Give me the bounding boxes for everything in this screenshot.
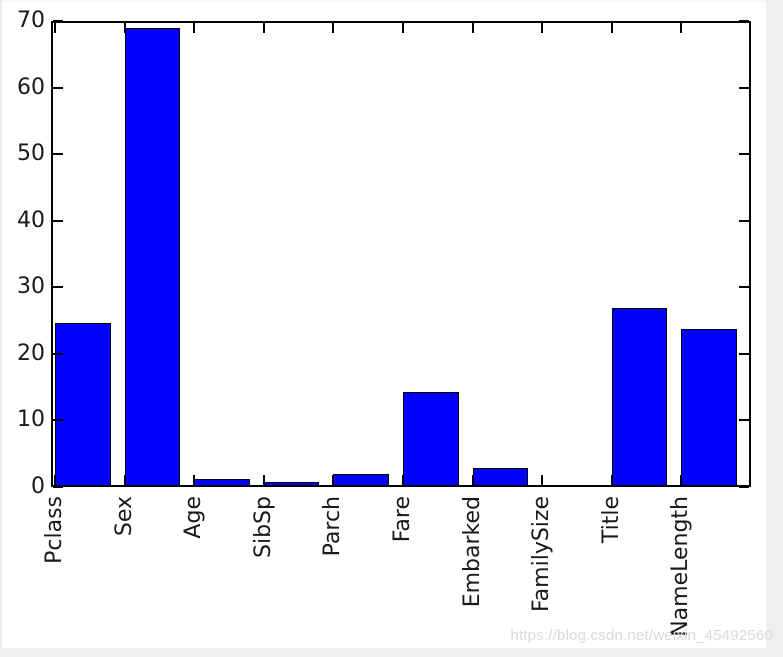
- y-tick-left: [53, 153, 63, 156]
- x-tick-label: FamilySize: [529, 496, 555, 612]
- bar-title: [611, 307, 668, 487]
- x-tick-bottom: [123, 475, 126, 485]
- x-tick-label: Title: [598, 496, 624, 544]
- y-tick-left: [53, 419, 63, 422]
- x-tick-bottom: [680, 475, 683, 485]
- y-tick-right: [739, 219, 749, 222]
- x-tick-top: [332, 23, 335, 33]
- y-tick-label: 10: [17, 407, 45, 433]
- y-tick-label: 40: [17, 207, 45, 233]
- x-tick-top: [610, 23, 613, 33]
- y-tick-left: [53, 486, 63, 488]
- bar-namelength: [681, 329, 738, 487]
- x-tick-label: SibSp: [250, 496, 276, 558]
- y-tick-right: [739, 419, 749, 422]
- x-tick-bottom: [332, 475, 335, 485]
- y-tick-left: [53, 286, 63, 289]
- y-tick-left: [53, 352, 63, 355]
- x-tick-top: [193, 23, 196, 33]
- y-tick-right: [739, 153, 749, 156]
- bar-pclass: [55, 323, 111, 487]
- x-tick-bottom: [262, 475, 265, 485]
- y-tick-right: [739, 352, 749, 355]
- x-tick-top: [262, 23, 265, 33]
- x-tick-label: Embarked: [459, 496, 485, 608]
- x-tick-top: [402, 23, 404, 33]
- x-tick-top: [541, 23, 544, 33]
- x-tick-bottom: [541, 475, 544, 485]
- watermark-text: https://blog.csdn.net/weixin_45492560: [510, 627, 773, 644]
- y-tick-label: 0: [31, 474, 45, 499]
- x-tick-label: NameLength: [668, 496, 694, 637]
- x-tick-label: Sex: [111, 496, 137, 537]
- x-tick-bottom: [193, 475, 196, 485]
- x-tick-bottom: [402, 475, 404, 485]
- axes-frame: [51, 21, 751, 487]
- y-tick-right: [739, 486, 749, 488]
- x-tick-label: Fare: [390, 496, 415, 543]
- x-tick-label: Pclass: [42, 496, 67, 564]
- x-tick-label: Age: [181, 496, 207, 539]
- x-tick-bottom: [471, 475, 474, 485]
- y-tick-left: [53, 219, 63, 222]
- page-margin-left: [0, 0, 2, 648]
- y-tick-label: 50: [17, 141, 45, 167]
- x-tick-top: [680, 23, 683, 33]
- x-tick-bottom: [54, 475, 56, 485]
- y-tick-label: 60: [17, 74, 45, 100]
- x-tick-label: Parch: [320, 496, 346, 557]
- y-tick-right: [739, 286, 749, 289]
- bar-fare: [403, 392, 459, 487]
- y-tick-label: 70: [17, 8, 45, 33]
- y-tick-left: [53, 86, 63, 89]
- x-tick-top: [123, 23, 126, 33]
- bar-sex: [124, 28, 181, 487]
- y-tick-right: [739, 86, 749, 89]
- y-tick-label: 20: [17, 340, 45, 366]
- page-margin-bottom: [0, 648, 783, 657]
- page-margin-top: [0, 0, 766, 2]
- page-margin-right: [766, 0, 783, 657]
- x-tick-top: [471, 23, 474, 33]
- x-tick-top: [54, 23, 56, 33]
- y-tick-label: 30: [17, 274, 45, 300]
- x-tick-bottom: [610, 475, 613, 485]
